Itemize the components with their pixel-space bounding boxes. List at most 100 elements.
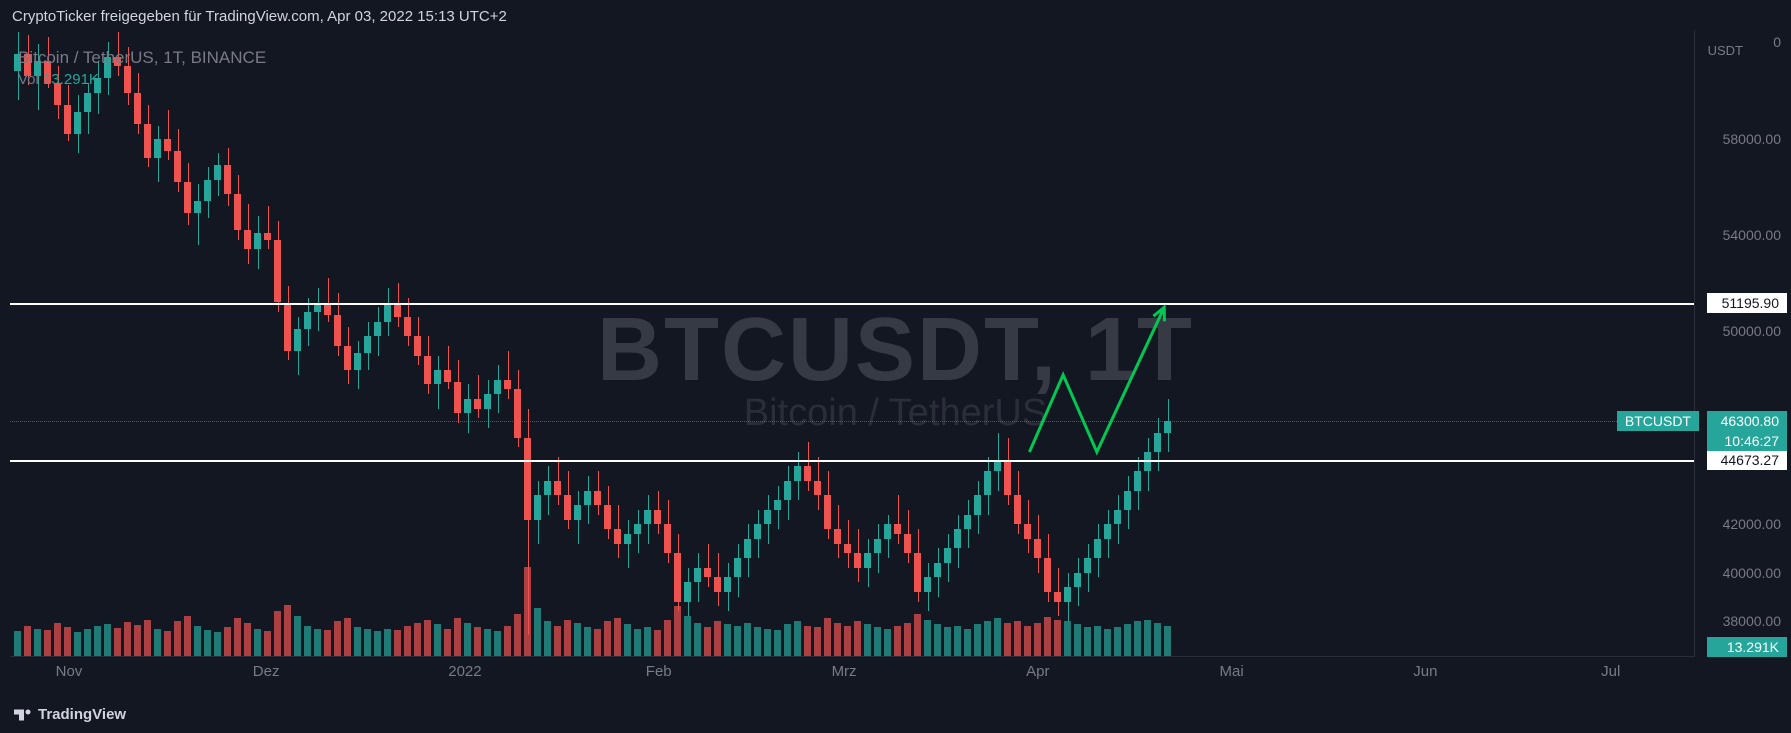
candle[interactable] <box>1044 558 1051 592</box>
candle[interactable] <box>874 539 881 553</box>
candle[interactable] <box>634 524 641 534</box>
candle[interactable] <box>854 553 861 567</box>
candle[interactable] <box>954 529 961 548</box>
candle[interactable] <box>374 322 381 336</box>
candle[interactable] <box>444 370 451 382</box>
candle[interactable] <box>514 389 521 437</box>
candle[interactable] <box>1074 573 1081 587</box>
candle[interactable] <box>664 524 671 553</box>
candle[interactable] <box>1124 491 1131 510</box>
candle[interactable] <box>204 180 211 202</box>
candle[interactable] <box>614 529 621 543</box>
candle[interactable] <box>64 105 71 134</box>
candle[interactable] <box>914 553 921 592</box>
candle[interactable] <box>654 510 661 524</box>
candle[interactable] <box>684 582 691 601</box>
candle[interactable] <box>644 510 651 524</box>
candle[interactable] <box>864 553 871 567</box>
candle[interactable] <box>734 558 741 577</box>
candle[interactable] <box>354 353 361 370</box>
candle[interactable] <box>844 544 851 554</box>
candle[interactable] <box>1104 524 1111 538</box>
candle[interactable] <box>304 312 311 329</box>
candle[interactable] <box>544 481 551 495</box>
candle[interactable] <box>214 165 221 179</box>
candle[interactable] <box>554 481 561 495</box>
candle[interactable] <box>1004 462 1011 496</box>
candle[interactable] <box>394 303 401 317</box>
x-axis[interactable]: NovDez2022FebMrzAprMaiJunJul <box>10 663 1695 693</box>
candle[interactable] <box>414 336 421 355</box>
candle[interactable] <box>774 500 781 510</box>
candle[interactable] <box>144 124 151 158</box>
candle[interactable] <box>484 394 491 408</box>
candle[interactable] <box>884 524 891 538</box>
candle[interactable] <box>574 505 581 519</box>
candle[interactable] <box>194 201 201 213</box>
horizontal-line[interactable] <box>10 303 1695 305</box>
candle[interactable] <box>814 481 821 495</box>
candle[interactable] <box>824 495 831 529</box>
candle[interactable] <box>74 112 81 134</box>
candle[interactable] <box>904 534 911 553</box>
chart-area[interactable] <box>10 30 1695 657</box>
candle[interactable] <box>124 66 131 93</box>
candle[interactable] <box>564 495 571 519</box>
candle[interactable] <box>434 370 441 384</box>
candle[interactable] <box>384 303 391 322</box>
candle[interactable] <box>364 336 371 353</box>
candle[interactable] <box>534 495 541 519</box>
candle[interactable] <box>714 577 721 591</box>
candle[interactable] <box>474 399 481 409</box>
candle[interactable] <box>1094 539 1101 558</box>
candle[interactable] <box>524 438 531 520</box>
candle[interactable] <box>1034 539 1041 558</box>
candle[interactable] <box>154 139 161 158</box>
candle[interactable] <box>834 529 841 543</box>
candle[interactable] <box>244 230 251 249</box>
y-axis[interactable]: 38000.0040000.0042000.0046000.0050000.00… <box>1695 30 1791 657</box>
candle[interactable] <box>964 515 971 529</box>
candle[interactable] <box>924 577 931 591</box>
candle[interactable] <box>704 568 711 578</box>
candle[interactable] <box>934 563 941 577</box>
candle[interactable] <box>1114 510 1121 524</box>
candle[interactable] <box>1134 471 1141 490</box>
candle[interactable] <box>254 233 261 250</box>
candle[interactable] <box>284 303 291 351</box>
candle[interactable] <box>134 93 141 124</box>
candle[interactable] <box>1084 558 1091 572</box>
candle[interactable] <box>794 466 801 480</box>
candle[interactable] <box>404 317 411 336</box>
candle[interactable] <box>494 380 501 394</box>
candle[interactable] <box>1054 592 1061 602</box>
candle[interactable] <box>744 539 751 558</box>
candle[interactable] <box>694 568 701 582</box>
candle[interactable] <box>464 399 471 413</box>
candle[interactable] <box>724 577 731 591</box>
candle[interactable] <box>274 240 281 303</box>
candle[interactable] <box>784 481 791 500</box>
candle[interactable] <box>584 491 591 505</box>
candle[interactable] <box>294 329 301 351</box>
candle[interactable] <box>344 346 351 370</box>
candle[interactable] <box>504 380 511 390</box>
candle[interactable] <box>804 466 811 480</box>
candle[interactable] <box>424 356 431 385</box>
candle[interactable] <box>1014 495 1021 524</box>
candle[interactable] <box>894 524 901 534</box>
candle[interactable] <box>594 491 601 505</box>
candle[interactable] <box>984 471 991 495</box>
candle[interactable] <box>974 495 981 514</box>
candle[interactable] <box>994 462 1001 472</box>
candle[interactable] <box>454 382 461 413</box>
candle[interactable] <box>184 182 191 213</box>
candle[interactable] <box>624 534 631 544</box>
candle[interactable] <box>764 510 771 524</box>
candle[interactable] <box>754 524 761 538</box>
candle[interactable] <box>334 315 341 346</box>
candle[interactable] <box>674 553 681 601</box>
candle[interactable] <box>944 548 951 562</box>
candle[interactable] <box>84 93 91 112</box>
candle[interactable] <box>604 505 611 529</box>
